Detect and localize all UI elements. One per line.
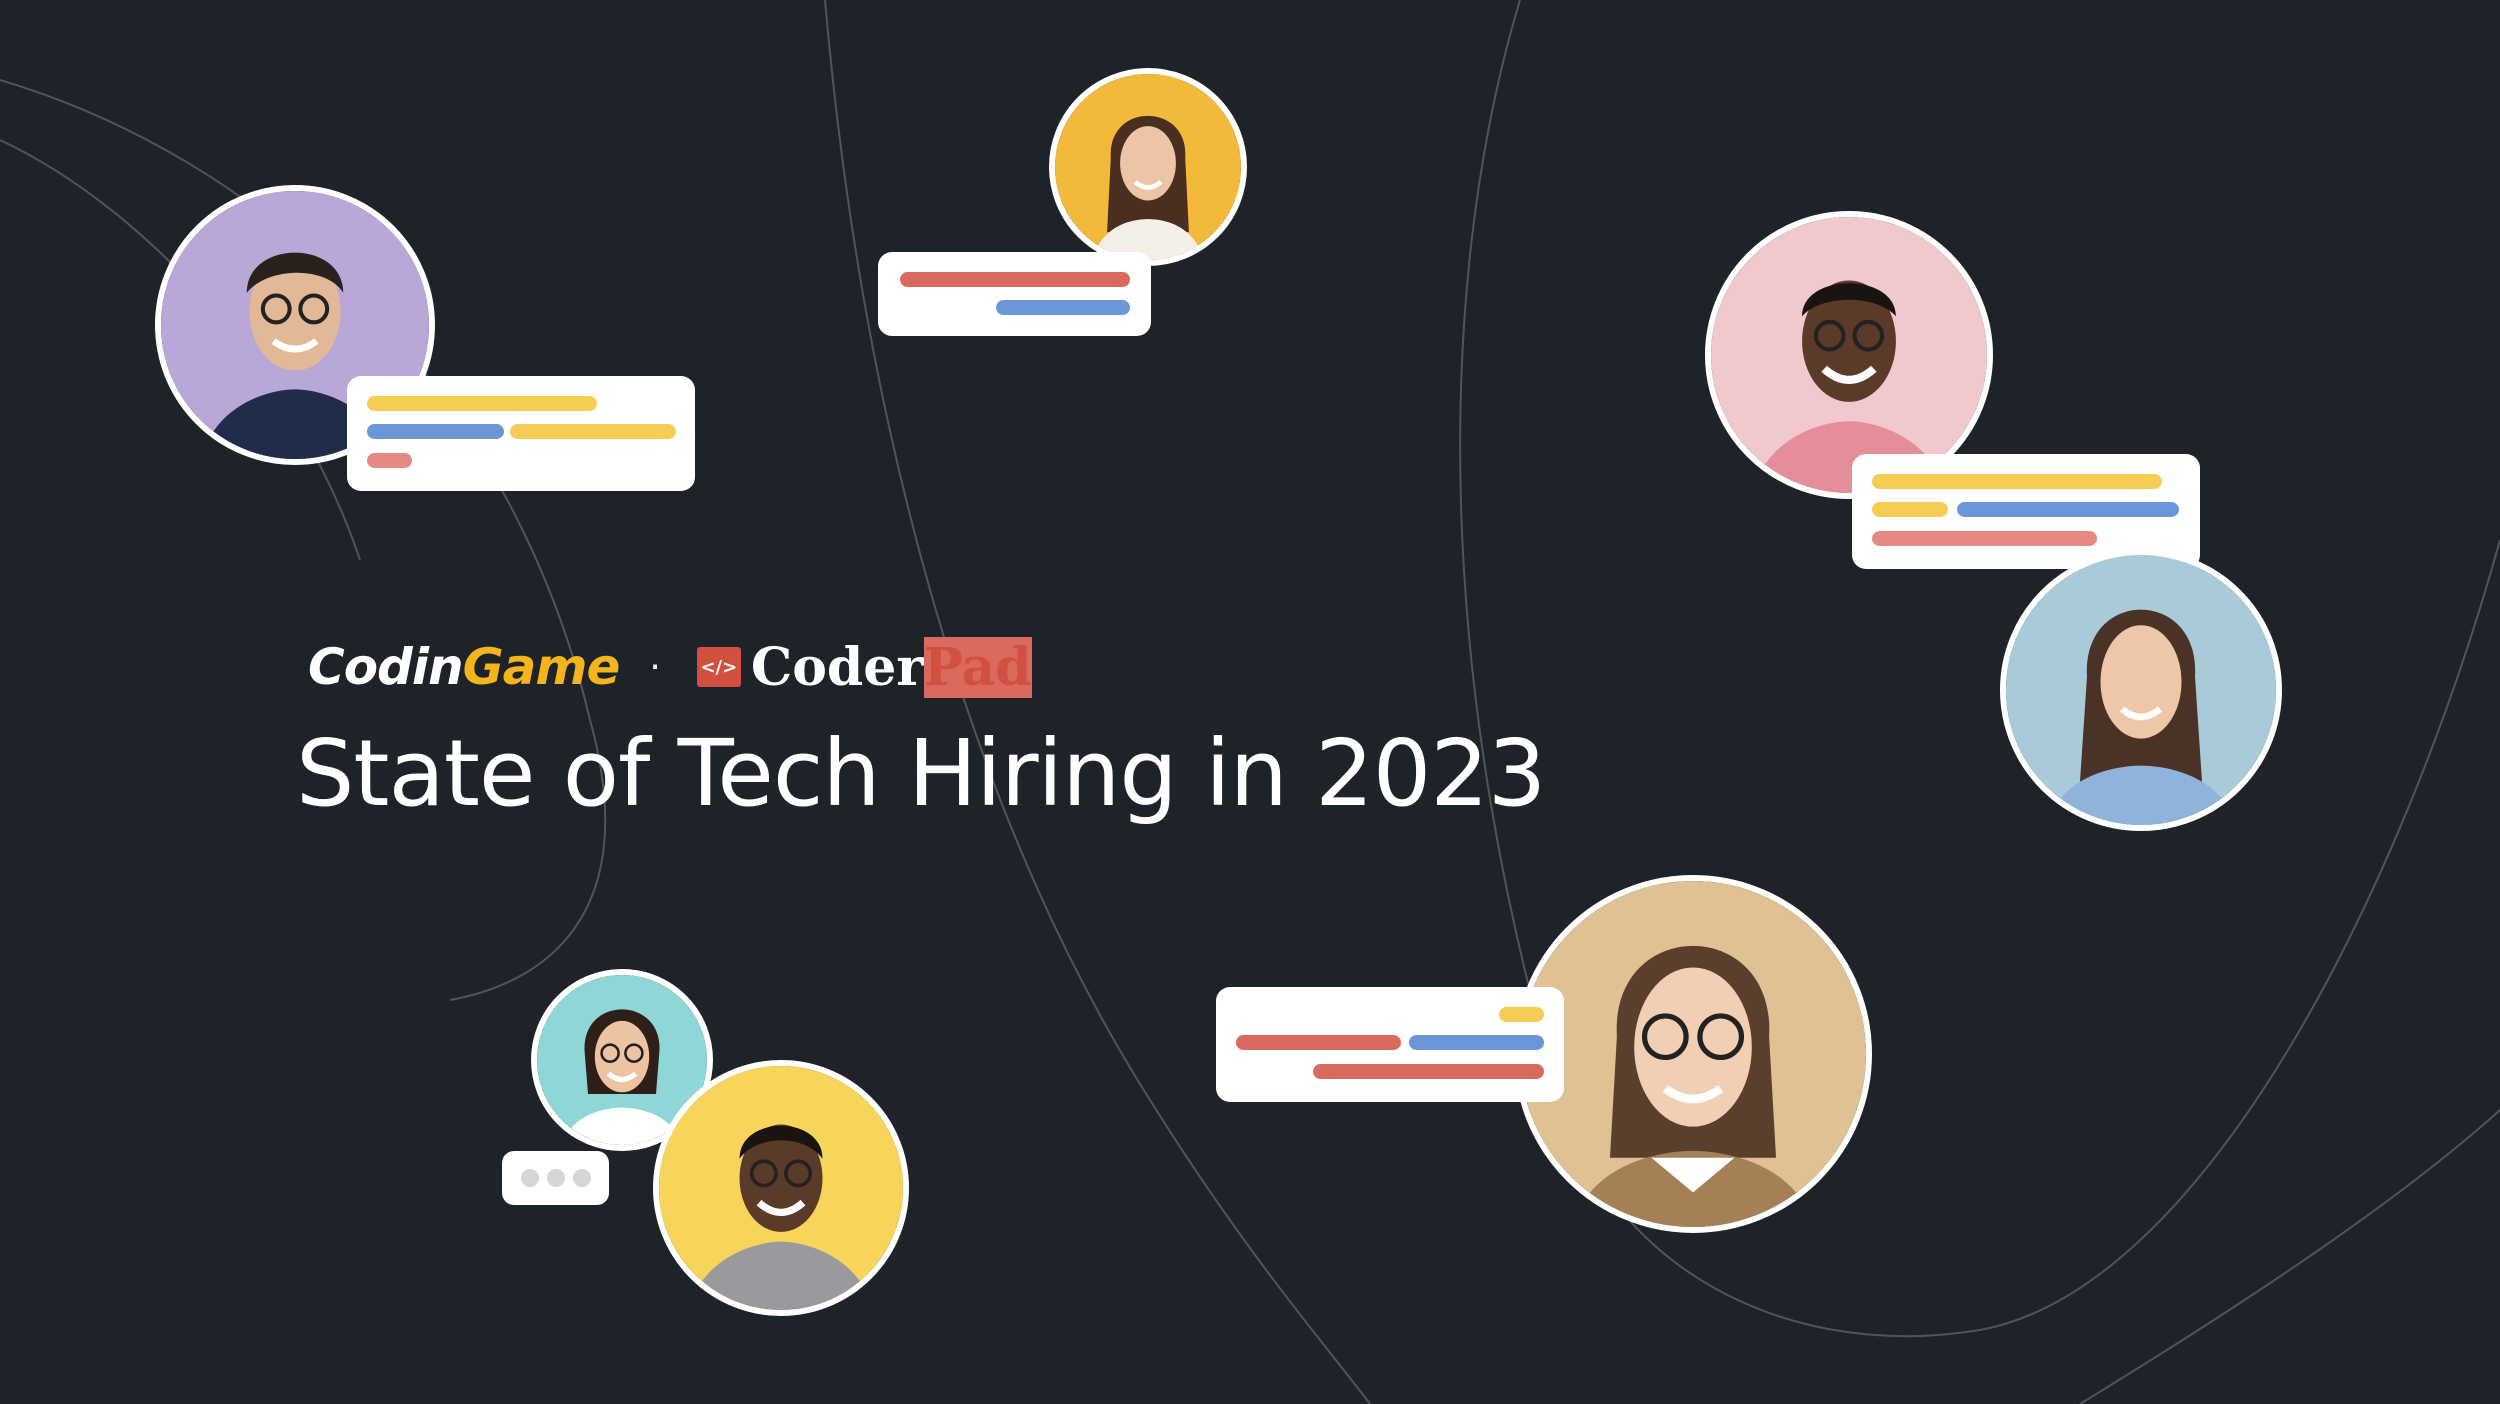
avatar-man-glasses (155, 185, 435, 465)
avatar-woman-yellow (1049, 68, 1247, 266)
avatar-woman-glasses (1514, 875, 1872, 1233)
typing-dot (572, 1169, 591, 1187)
avatar-man-yellow (653, 1060, 909, 1316)
chat-bubble-4 (1216, 987, 1564, 1102)
typing-dot (520, 1169, 539, 1187)
avatar-woman-teal (531, 969, 713, 1151)
brand-logos: CodinGame · </> CoderPad (308, 632, 1032, 702)
typing-indicator (502, 1151, 609, 1205)
coderpad-logo: CoderPad (750, 636, 1032, 698)
logo-separator: · (649, 646, 661, 688)
chat-bubble-1 (347, 376, 695, 491)
coderpad-code-icon: </> (696, 647, 741, 687)
codingame-logo: CodinGame (308, 638, 620, 696)
avatar-man-pink (1705, 211, 1993, 499)
chat-bubble-2 (878, 252, 1151, 336)
avatar-woman-lightblue (2000, 549, 2282, 831)
typing-dot (546, 1169, 565, 1187)
page-title: State of Tech Hiring in 2023 (296, 720, 1546, 827)
